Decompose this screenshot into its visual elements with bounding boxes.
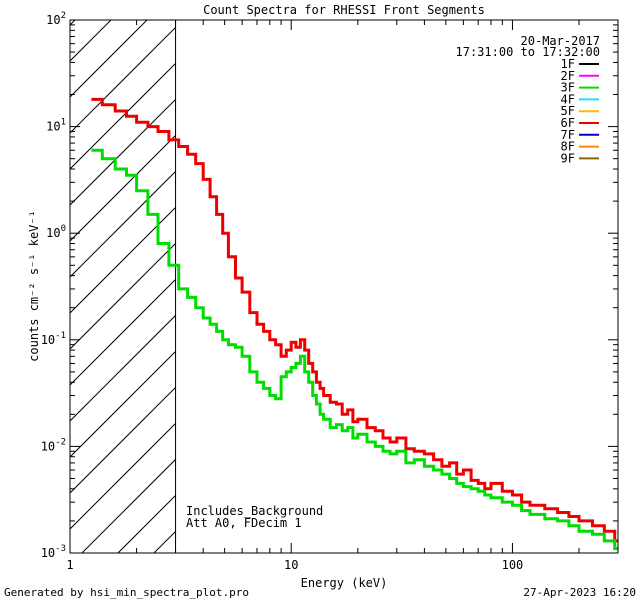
y-tick-label: 101 [46, 118, 66, 134]
x-tick-label: 100 [502, 558, 524, 572]
legend-label-7F: 7F [561, 128, 575, 142]
hatch-line [70, 20, 148, 98]
chart-title: Count Spectra for RHESSI Front Segments [203, 3, 485, 17]
legend-label-8F: 8F [561, 140, 575, 154]
legend-label-6F: 6F [561, 116, 575, 130]
series-group [91, 97, 618, 551]
y-tick-label: 100 [46, 224, 66, 240]
timestamp-label: 27-Apr-2023 16:20 [523, 586, 636, 599]
legend-label-2F: 2F [561, 69, 575, 83]
legend-label-5F: 5F [561, 104, 575, 118]
y-tick-label: 102 [46, 11, 66, 27]
date-label: 20-Mar-2017 [521, 34, 600, 48]
legend-label-1F: 1F [561, 57, 575, 71]
annotation-background: Includes_Background [186, 504, 323, 518]
legend-label-9F: 9F [561, 151, 575, 165]
axis-ticks: 1 10 100 10-3 10-2 10-1 100 101 102 [41, 11, 619, 572]
plot-frame [69, 19, 619, 554]
hatched-region [0, 0, 618, 553]
series-6F-line [91, 97, 618, 543]
hatch-line [70, 20, 184, 134]
y-axis-label: counts cm⁻² s⁻¹ keV⁻¹ [27, 210, 41, 362]
legend-label-3F: 3F [561, 81, 575, 95]
hatch-line [0, 0, 106, 553]
annotation-attenuator: Att A0, FDecim 1 [186, 516, 302, 530]
hatch-line [70, 20, 112, 62]
generated-by-label: Generated by hsi_min_spectra_plot.pro [4, 586, 249, 599]
y-tick-label: 10-2 [41, 437, 66, 453]
x-tick-label: 10 [284, 558, 298, 572]
x-axis-label: Energy (keV) [301, 576, 388, 590]
series-3F-line [91, 148, 618, 551]
time-range-label: 17:31:00 to 17:32:00 [456, 45, 601, 59]
legend-label-4F: 4F [561, 92, 575, 106]
y-tick-label: 10-1 [41, 331, 66, 347]
x-tick-label: 1 [66, 558, 73, 572]
y-tick-label: 10-3 [41, 544, 66, 560]
